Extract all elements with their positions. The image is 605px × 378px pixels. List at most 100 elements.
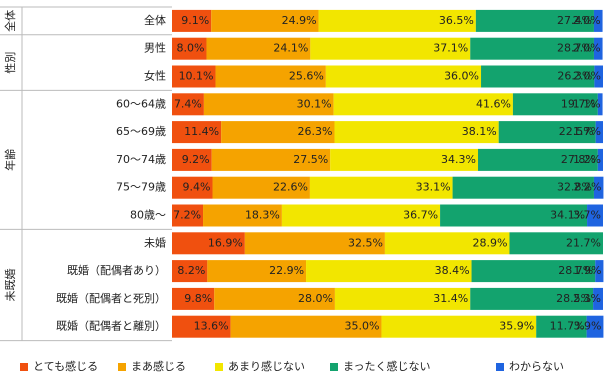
value-label: 28.0% — [298, 292, 333, 305]
bar-segment — [172, 260, 208, 283]
bar-segment — [595, 260, 604, 283]
category-label: 75～79歳 — [116, 181, 166, 194]
value-label: 35.9% — [499, 320, 534, 333]
bar-segment — [310, 37, 471, 60]
bar-segment — [597, 93, 603, 116]
bar-segment — [586, 315, 604, 338]
value-label: 34.3% — [441, 153, 476, 166]
value-label: 31.4% — [433, 292, 468, 305]
value-label: 22.6% — [273, 181, 308, 194]
bar-segment — [172, 315, 231, 338]
group-label: 性別 — [3, 52, 17, 74]
value-label: 7.4% — [174, 97, 202, 110]
value-label: 27.4% — [557, 14, 592, 27]
bar-segment — [207, 260, 307, 283]
bar-segment — [509, 232, 603, 255]
category-label: 未婚 — [144, 235, 166, 249]
bar-segment — [587, 204, 603, 227]
value-label: 1.2% — [573, 153, 601, 166]
bar-segment — [230, 315, 382, 338]
bar-segment — [172, 148, 212, 171]
value-label: 1.7% — [573, 125, 601, 138]
bar-segment — [172, 287, 215, 310]
bar-segment — [221, 121, 335, 144]
value-label: 22.5% — [559, 125, 594, 138]
bar-segment — [203, 93, 334, 116]
legend-swatch — [330, 363, 338, 371]
value-label: 2.0% — [573, 14, 601, 27]
bar-segment — [334, 121, 499, 144]
value-label: 9.1% — [181, 14, 209, 27]
bar-segment — [215, 65, 326, 88]
value-label: 3.9% — [573, 320, 601, 333]
bar-segment — [536, 315, 587, 338]
value-label: 11.7% — [550, 320, 585, 333]
bar-segment — [172, 204, 204, 227]
bar-segment — [593, 287, 603, 310]
value-label: 28.7% — [557, 42, 592, 55]
value-label: 36.7% — [403, 209, 438, 222]
value-label: 24.9% — [282, 14, 317, 27]
bar-segment — [206, 37, 311, 60]
value-label: 41.6% — [476, 97, 511, 110]
value-label: 26.3% — [298, 125, 333, 138]
value-label: 8.2% — [177, 264, 205, 277]
value-label: 2.3% — [573, 292, 601, 305]
bar-segment — [203, 204, 282, 227]
value-label: 13.6% — [194, 320, 229, 333]
bar-segment — [381, 315, 537, 338]
value-label: 27.8% — [561, 153, 596, 166]
category-label: 既婚（配偶者あり） — [67, 263, 166, 277]
value-label: 18.3% — [245, 209, 280, 222]
bar-segment — [172, 37, 207, 60]
bar-segment — [334, 287, 471, 310]
bar-segment — [333, 93, 513, 116]
legend-swatch — [20, 363, 28, 371]
bar-segment — [172, 121, 222, 144]
category-label: 既婚（配偶者と離別） — [56, 319, 166, 333]
bar-segment — [211, 9, 319, 32]
category-label: 男性 — [144, 41, 166, 55]
value-label: 30.1% — [297, 97, 332, 110]
bar-segment — [318, 9, 476, 32]
value-label: 28.9% — [473, 236, 508, 249]
bar-segment — [470, 287, 594, 310]
legend-label: とても感じる — [33, 359, 98, 373]
category-label: 65～69歳 — [116, 125, 166, 138]
value-label: 24.1% — [273, 42, 308, 55]
value-label: 25.6% — [289, 70, 324, 83]
legend-label: わからない — [509, 360, 564, 373]
value-label: 28.5% — [556, 292, 591, 305]
value-label: 32.8% — [557, 181, 592, 194]
bar-segment — [172, 232, 245, 255]
bar-segment — [172, 65, 216, 88]
category-label: 70～74歳 — [116, 153, 166, 166]
bar-segment — [172, 9, 212, 32]
value-label: 1.1% — [573, 97, 601, 110]
value-label: 9.4% — [183, 181, 211, 194]
bar-segment — [211, 148, 331, 171]
group-label: 未既婚 — [3, 269, 17, 302]
value-label: 2.0% — [573, 42, 601, 55]
group-label: 全体 — [3, 10, 17, 32]
bar-segment — [471, 260, 596, 283]
value-label: 27.5% — [293, 153, 328, 166]
value-label: 2.2% — [573, 181, 601, 194]
legend-label: まったく感じない — [343, 359, 431, 373]
bar-segment — [244, 232, 385, 255]
bar-segment — [593, 37, 603, 60]
value-label: 38.1% — [462, 125, 497, 138]
bar-segment — [325, 65, 482, 88]
legend-label: まあ感じる — [131, 359, 186, 373]
bar-segment — [593, 9, 603, 32]
bar-segment — [330, 148, 479, 171]
category-label: 全体 — [144, 13, 166, 27]
value-label: 9.2% — [182, 153, 210, 166]
bar-segment — [478, 148, 598, 171]
value-label: 32.5% — [348, 236, 383, 249]
value-label: 1.9% — [573, 264, 601, 277]
category-label: 80歳～ — [130, 209, 166, 222]
value-label: 19.7% — [561, 97, 596, 110]
value-label: 2.0% — [573, 70, 601, 83]
bar-segment — [597, 148, 603, 171]
